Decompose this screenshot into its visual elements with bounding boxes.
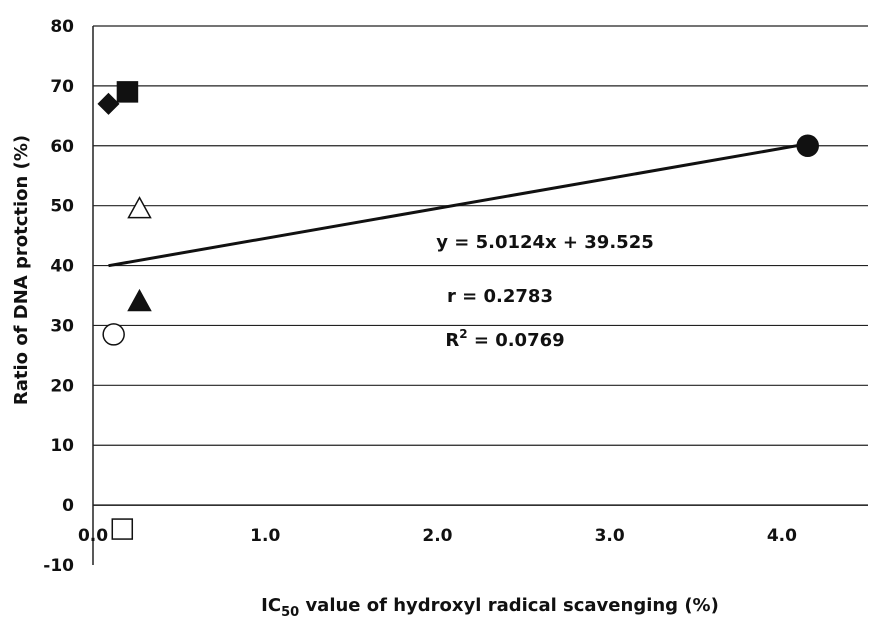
data-point-square-filled	[116, 81, 139, 103]
y-tick-label: 50	[50, 197, 74, 217]
grid-lines	[93, 25, 868, 506]
x-tick-label: 3.0	[595, 526, 625, 546]
y-tick-label: -10	[43, 556, 74, 576]
x-axis-title-prefix: IC	[261, 595, 281, 616]
equation-annotation: y = 5.0124x + 39.525	[436, 232, 654, 253]
data-point-triangle-filled	[127, 288, 152, 312]
x-axis-title-subscript: 50	[281, 605, 299, 617]
y-tick-labels: -10 0 10 20 30 40 50 60 70 80	[43, 17, 74, 576]
data-point-triangle-open	[127, 196, 152, 219]
y-tick-label: 70	[50, 77, 74, 97]
axes	[92, 26, 868, 565]
trendline	[108, 142, 808, 268]
r-squared-prefix: R	[445, 330, 459, 351]
data-point-circle-filled	[796, 134, 819, 158]
y-tick-label: 20	[50, 376, 74, 396]
data-point-circle-open	[102, 323, 125, 346]
data-point-square-open	[111, 518, 134, 540]
x-tick-label: 2.0	[422, 526, 452, 546]
y-tick-label: 60	[50, 137, 74, 157]
y-axis-title: Ratio of DNA protction (%)	[11, 135, 32, 405]
x-axis-title-text: value of hydroxyl radical scavenging (%)	[299, 595, 719, 616]
y-tick-label: 80	[50, 17, 74, 37]
data-points	[97, 81, 819, 540]
r-squared-value: = 0.0769	[468, 330, 565, 351]
data-point-diamond-filled	[97, 92, 120, 115]
x-axis-title: IC50 value of hydroxyl radical scavengin…	[261, 595, 719, 617]
r-squared-superscript: 2	[459, 327, 467, 341]
y-tick-label: 0	[62, 496, 74, 516]
trendline-line	[108, 142, 808, 268]
y-tick-label: 10	[50, 436, 74, 456]
x-tick-labels: 0.0 1.0 2.0 3.0 4.0	[78, 526, 797, 546]
x-tick-label: 0.0	[78, 526, 108, 546]
x-tick-label: 1.0	[250, 526, 280, 546]
r-squared-annotation: R2 = 0.0769	[445, 327, 564, 351]
x-tick-label: 4.0	[767, 526, 797, 546]
y-tick-label: 40	[50, 257, 74, 277]
y-tick-label: 30	[50, 316, 74, 336]
r-annotation: r = 0.2783	[447, 286, 553, 307]
